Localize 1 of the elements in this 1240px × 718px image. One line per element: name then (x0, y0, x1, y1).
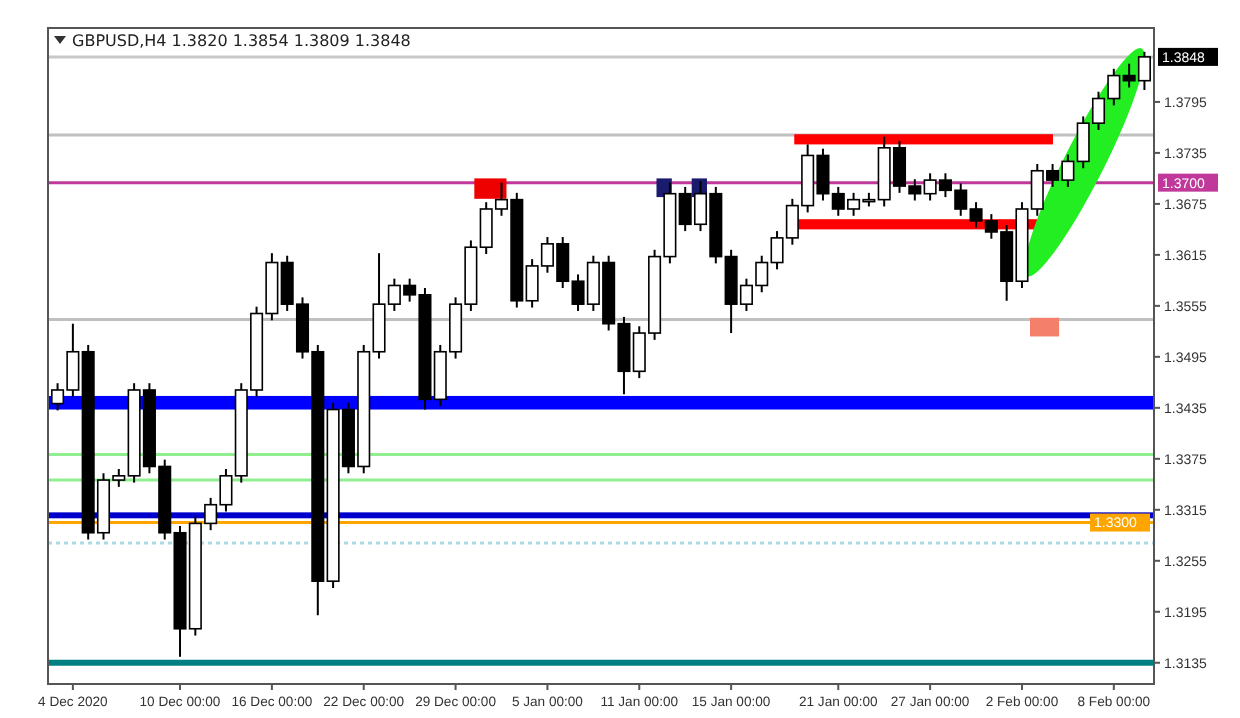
chart-title: GBPUSD,H4 1.3820 1.3854 1.3809 1.3848 (72, 32, 411, 50)
